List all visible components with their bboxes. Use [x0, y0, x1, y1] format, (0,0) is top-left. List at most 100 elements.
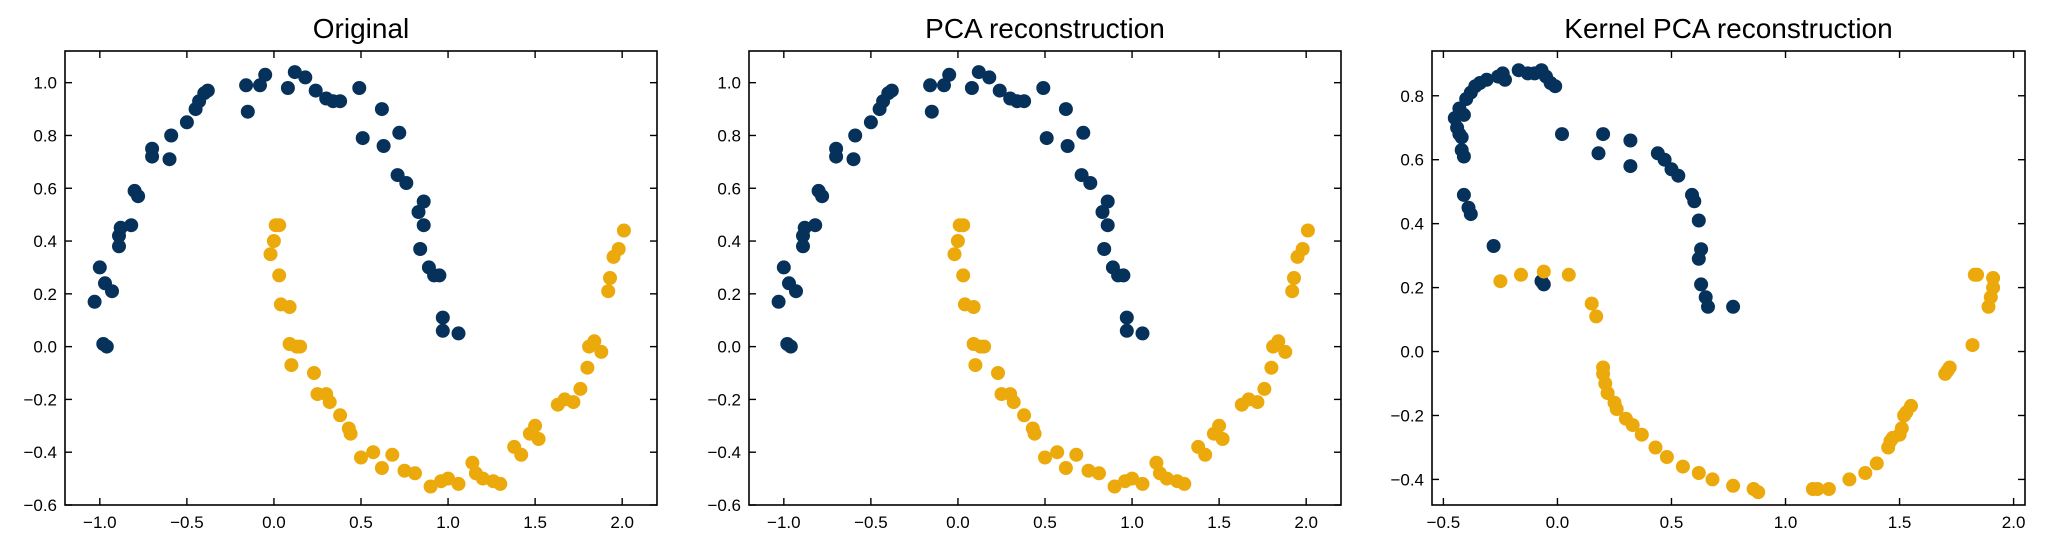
y-tick-label: 0.6: [33, 179, 57, 198]
scatter-point-class-1: [956, 268, 971, 283]
scatter-point-class-0: [355, 131, 370, 146]
scatter-point-class-1: [333, 408, 348, 423]
x-tick-label: −0.5: [1427, 513, 1461, 532]
y-tick-label: −0.2: [23, 390, 57, 409]
scatter-point-class-0: [1083, 176, 1098, 190]
x-tick-label: 1.5: [523, 513, 547, 532]
scatter-point-class-1: [1295, 242, 1310, 256]
scatter-point-class-0: [435, 323, 450, 338]
scatter-point-class-1: [1726, 478, 1741, 493]
x-tick-label: 2.0: [610, 513, 634, 532]
y-tick-label: 0.8: [1400, 87, 1424, 106]
scatter-point-class-0: [964, 81, 979, 95]
scatter-point-class-1: [611, 242, 626, 256]
scatter-point-class-1: [1069, 447, 1084, 462]
scatter-point-class-0: [863, 115, 878, 130]
panel-kernel-pca-reconstruction: Kernel PCA reconstruction −0.5 0.0 0.5 1.0 1…: [1390, 13, 2026, 532]
scatter-point-class-1: [1659, 450, 1674, 464]
scatter-point-class-0: [815, 189, 830, 204]
x-tick-label: 0.5: [349, 513, 373, 532]
scatter-point-class-0: [1039, 131, 1054, 146]
scatter-point-class-1: [1271, 334, 1286, 349]
scatter-point-class-1: [1691, 466, 1706, 480]
scatter-point-class-0: [253, 78, 267, 93]
y-tick-label: −0.2: [707, 390, 741, 409]
scatter-point-class-1: [603, 271, 617, 285]
scatter-point-class-1: [397, 463, 412, 478]
x-tick-label: −0.5: [854, 513, 888, 532]
scatter-point-class-1: [1212, 418, 1227, 433]
scatter-point-class-0: [1463, 207, 1478, 222]
scatter-point-class-1: [1278, 344, 1293, 359]
scatter-point-class-1: [991, 366, 1005, 380]
scatter-point-class-1: [272, 218, 287, 233]
scatter-point-class-0: [1694, 277, 1709, 292]
scatter-point-class-1: [947, 247, 962, 262]
scatter-point-class-1: [1058, 461, 1073, 475]
scatter-point-class-0: [240, 104, 255, 119]
scatter-point-class-0: [884, 83, 899, 98]
x-tick-label: 2.0: [1294, 513, 1318, 532]
scatter-point-class-1: [1027, 426, 1042, 441]
x-tick-label: 1.5: [1888, 513, 1912, 532]
scatter-point-class-0: [105, 284, 119, 299]
scatter-point-class-0: [1548, 79, 1563, 94]
scatter-point-class-0: [287, 65, 302, 80]
y-tick-label: 0.8: [717, 126, 741, 145]
scatter-point-class-0: [308, 83, 323, 98]
scatter-point-class-0: [1456, 107, 1471, 122]
scatter-point-class-1: [354, 450, 368, 465]
scatter-point-class-0: [1591, 146, 1606, 161]
scatter-point-class-0: [1454, 130, 1469, 145]
scatter-point-class-1: [1584, 296, 1599, 311]
x-tick-label: 0.5: [1660, 513, 1684, 532]
scatter-point-class-0: [1100, 218, 1115, 233]
scatter-point-class-0: [179, 115, 194, 130]
y-tick-label: −0.2: [1390, 406, 1424, 425]
scatter-point-class-0: [808, 218, 823, 233]
scatter-point-class-0: [829, 141, 844, 156]
scatter-point-class-0: [435, 310, 450, 325]
scatter-point-class-0: [789, 284, 803, 299]
points: [771, 65, 1315, 494]
scatter-point-class-1: [1287, 271, 1301, 285]
panel-pca-reconstruction: PCA reconstruction −1.0 −0.5 0.0 0.5 1.0 1.5 2…: [707, 13, 1342, 532]
scatter-point-class-0: [797, 220, 812, 235]
scatter-point-class-0: [923, 78, 938, 93]
scatter-point-class-0: [937, 78, 951, 93]
scatter-point-class-0: [164, 128, 179, 143]
scatter-point-class-0: [1691, 251, 1706, 266]
scatter-point-class-0: [1623, 133, 1638, 148]
scatter-point-class-1: [1017, 408, 1032, 423]
scatter-point-class-1: [1177, 476, 1192, 491]
y-tick-label: 0.0: [717, 338, 741, 357]
scatter-point-class-0: [848, 128, 863, 143]
scatter-point-class-1: [322, 395, 337, 410]
scatter-point-class-0: [924, 104, 939, 119]
scatter-point-class-0: [411, 205, 426, 219]
scatter-point-class-0: [1076, 125, 1091, 140]
y-tick-label: 0.4: [33, 232, 57, 251]
scatter-point-class-0: [280, 81, 295, 95]
y-tick-label: 0.0: [33, 338, 57, 357]
scatter-point-class-1: [263, 247, 278, 262]
scatter-point-class-1: [601, 284, 616, 299]
plot-frame: [64, 50, 658, 506]
scatter-point-class-1: [1561, 267, 1576, 282]
scatter-point-class-1: [1858, 466, 1873, 480]
x-tick-label: 0.0: [1546, 513, 1570, 532]
y-tick-label: −0.4: [707, 443, 741, 462]
scatter-point-class-0: [783, 339, 798, 354]
scatter-point-class-1: [1514, 267, 1528, 282]
scatter-point-class-1: [441, 471, 456, 486]
scatter-point-class-1: [1675, 459, 1690, 474]
scatter-point-class-1: [1006, 395, 1021, 410]
scatter-point-class-0: [162, 152, 177, 167]
scatter-point-class-1: [266, 234, 281, 248]
scatter-point-class-1: [1300, 223, 1315, 238]
x-tick-label: 1.0: [436, 513, 460, 532]
scatter-point-class-1: [956, 218, 971, 233]
panel-original: Original −1.0 −0.5 0.0 0.5 1.0 1.5 2.0 −0.6 −0.4…: [23, 13, 658, 532]
scatter-point-class-0: [992, 83, 1007, 98]
scatter-point-class-1: [573, 381, 588, 396]
